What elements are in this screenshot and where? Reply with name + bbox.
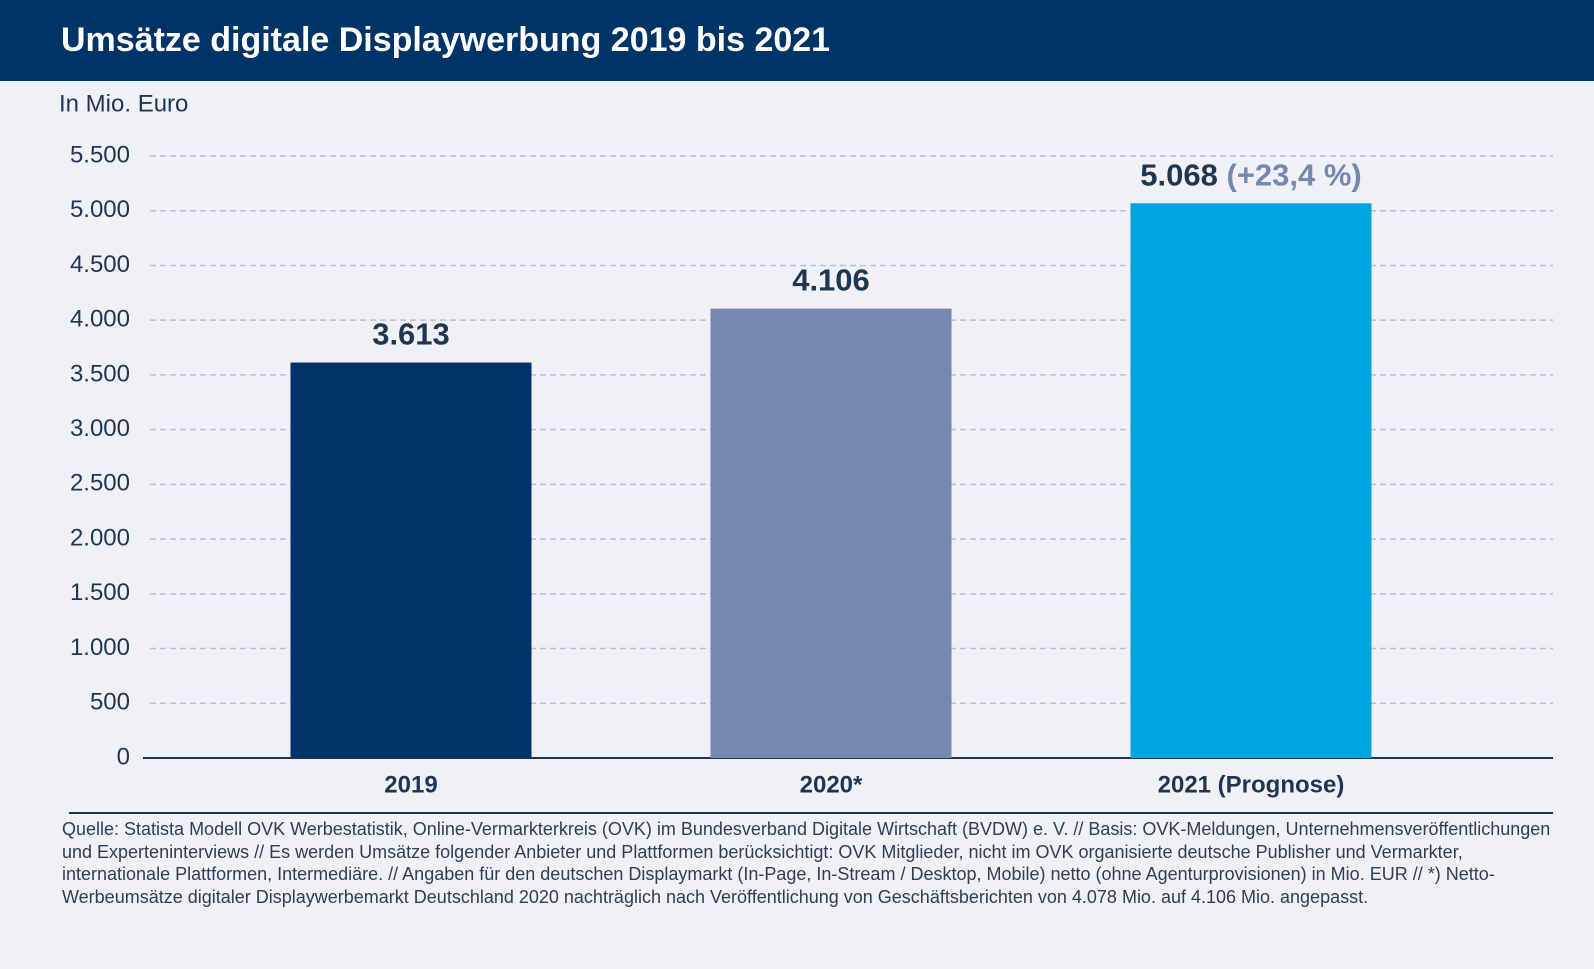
y-tick-label: 500	[90, 689, 130, 716]
y-tick-label: 0	[117, 743, 130, 770]
chart-title: Umsätze digitale Displaywerbung 2019 bis…	[61, 21, 830, 59]
x-tick-label: 2021 (Prognose)	[1158, 771, 1345, 798]
y-tick-label: 2.000	[70, 524, 130, 551]
header-band	[0, 0, 1594, 81]
x-tick-label: 2020*	[800, 771, 863, 798]
y-tick-label: 3.000	[70, 415, 130, 442]
bar	[290, 362, 532, 758]
value-label: 3.613	[372, 317, 450, 352]
value-label-group: 5.068 (+23,4 %)	[1140, 157, 1361, 192]
bar	[1130, 203, 1372, 758]
y-tick-label: 5.000	[70, 196, 130, 223]
value-label-group: 3.613	[372, 317, 450, 352]
y-tick-label: 3.500	[70, 360, 130, 387]
y-tick-label: 4.500	[70, 251, 130, 278]
value-label: 5.068	[1140, 157, 1218, 192]
bar	[710, 308, 952, 758]
x-tick-label: 2019	[384, 771, 437, 798]
y-tick-label: 1.000	[70, 634, 130, 661]
y-tick-label: 1.500	[70, 579, 130, 606]
y-tick-label: 5.500	[70, 141, 130, 168]
value-label: 4.106	[792, 263, 870, 298]
annotation: (+23,4 %)	[1226, 157, 1361, 192]
y-tick-label: 4.000	[70, 306, 130, 333]
y-axis-label: In Mio. Euro	[59, 90, 188, 117]
source-note: Quelle: Statista Modell OVK Werbestatist…	[62, 819, 1551, 907]
y-tick-label: 2.500	[70, 470, 130, 497]
value-label-group: 4.106	[792, 263, 870, 298]
